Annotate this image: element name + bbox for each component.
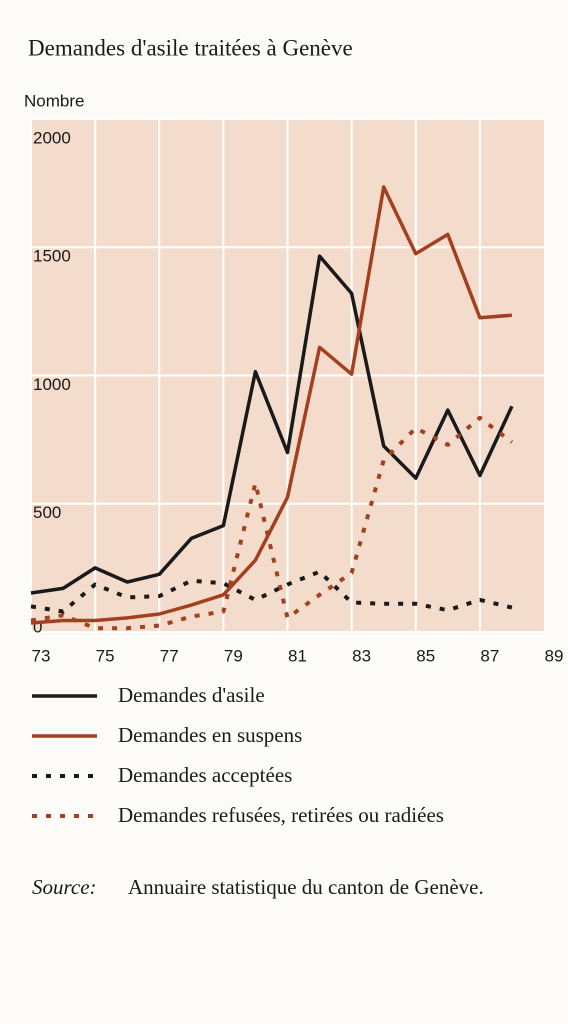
- series-line: [30, 185, 513, 625]
- source-label: Source:: [32, 875, 97, 899]
- legend-label: Demandes refusées, retirées ou radiées: [118, 803, 444, 827]
- x-tick-label: 73: [32, 646, 51, 665]
- chart-title: Demandes d'asile traitées à Genève: [28, 35, 353, 60]
- x-tick-label: 81: [288, 646, 307, 665]
- x-tick-label: 89: [545, 646, 564, 665]
- legend-swatch: [32, 694, 97, 698]
- legend-entry: Demandes en suspens: [0, 716, 568, 756]
- y-tick-label: 1500: [33, 247, 71, 266]
- legend-entry: Demandes acceptées: [0, 756, 568, 796]
- legend-label: Demandes en suspens: [118, 723, 303, 747]
- y-tick-label: 0: [33, 617, 42, 636]
- x-tick-label: 83: [352, 646, 371, 665]
- legend-entry: Demandes d'asile: [0, 676, 568, 716]
- legend-swatch: [32, 814, 97, 818]
- legend-label: Demandes d'asile: [118, 683, 265, 707]
- x-tick-label: 75: [96, 646, 115, 665]
- x-tick-label: 87: [480, 646, 499, 665]
- y-axis-label: Nombre: [24, 91, 84, 110]
- source-text: Annuaire statistique du canton de Genève…: [128, 875, 484, 899]
- legend-label: Demandes acceptées: [118, 763, 293, 787]
- legend-swatch: [32, 734, 97, 738]
- legend-swatch: [32, 774, 97, 778]
- y-tick-label: 2000: [33, 128, 71, 147]
- x-tick-label: 79: [224, 646, 243, 665]
- x-tick-label: 77: [160, 646, 179, 665]
- y-tick-label: 500: [33, 503, 61, 522]
- legend-entry: Demandes refusées, retirées ou radiées: [0, 796, 568, 836]
- series-line: [30, 254, 514, 595]
- x-tick-label: 85: [416, 646, 435, 665]
- y-tick-label: 1000: [33, 375, 71, 394]
